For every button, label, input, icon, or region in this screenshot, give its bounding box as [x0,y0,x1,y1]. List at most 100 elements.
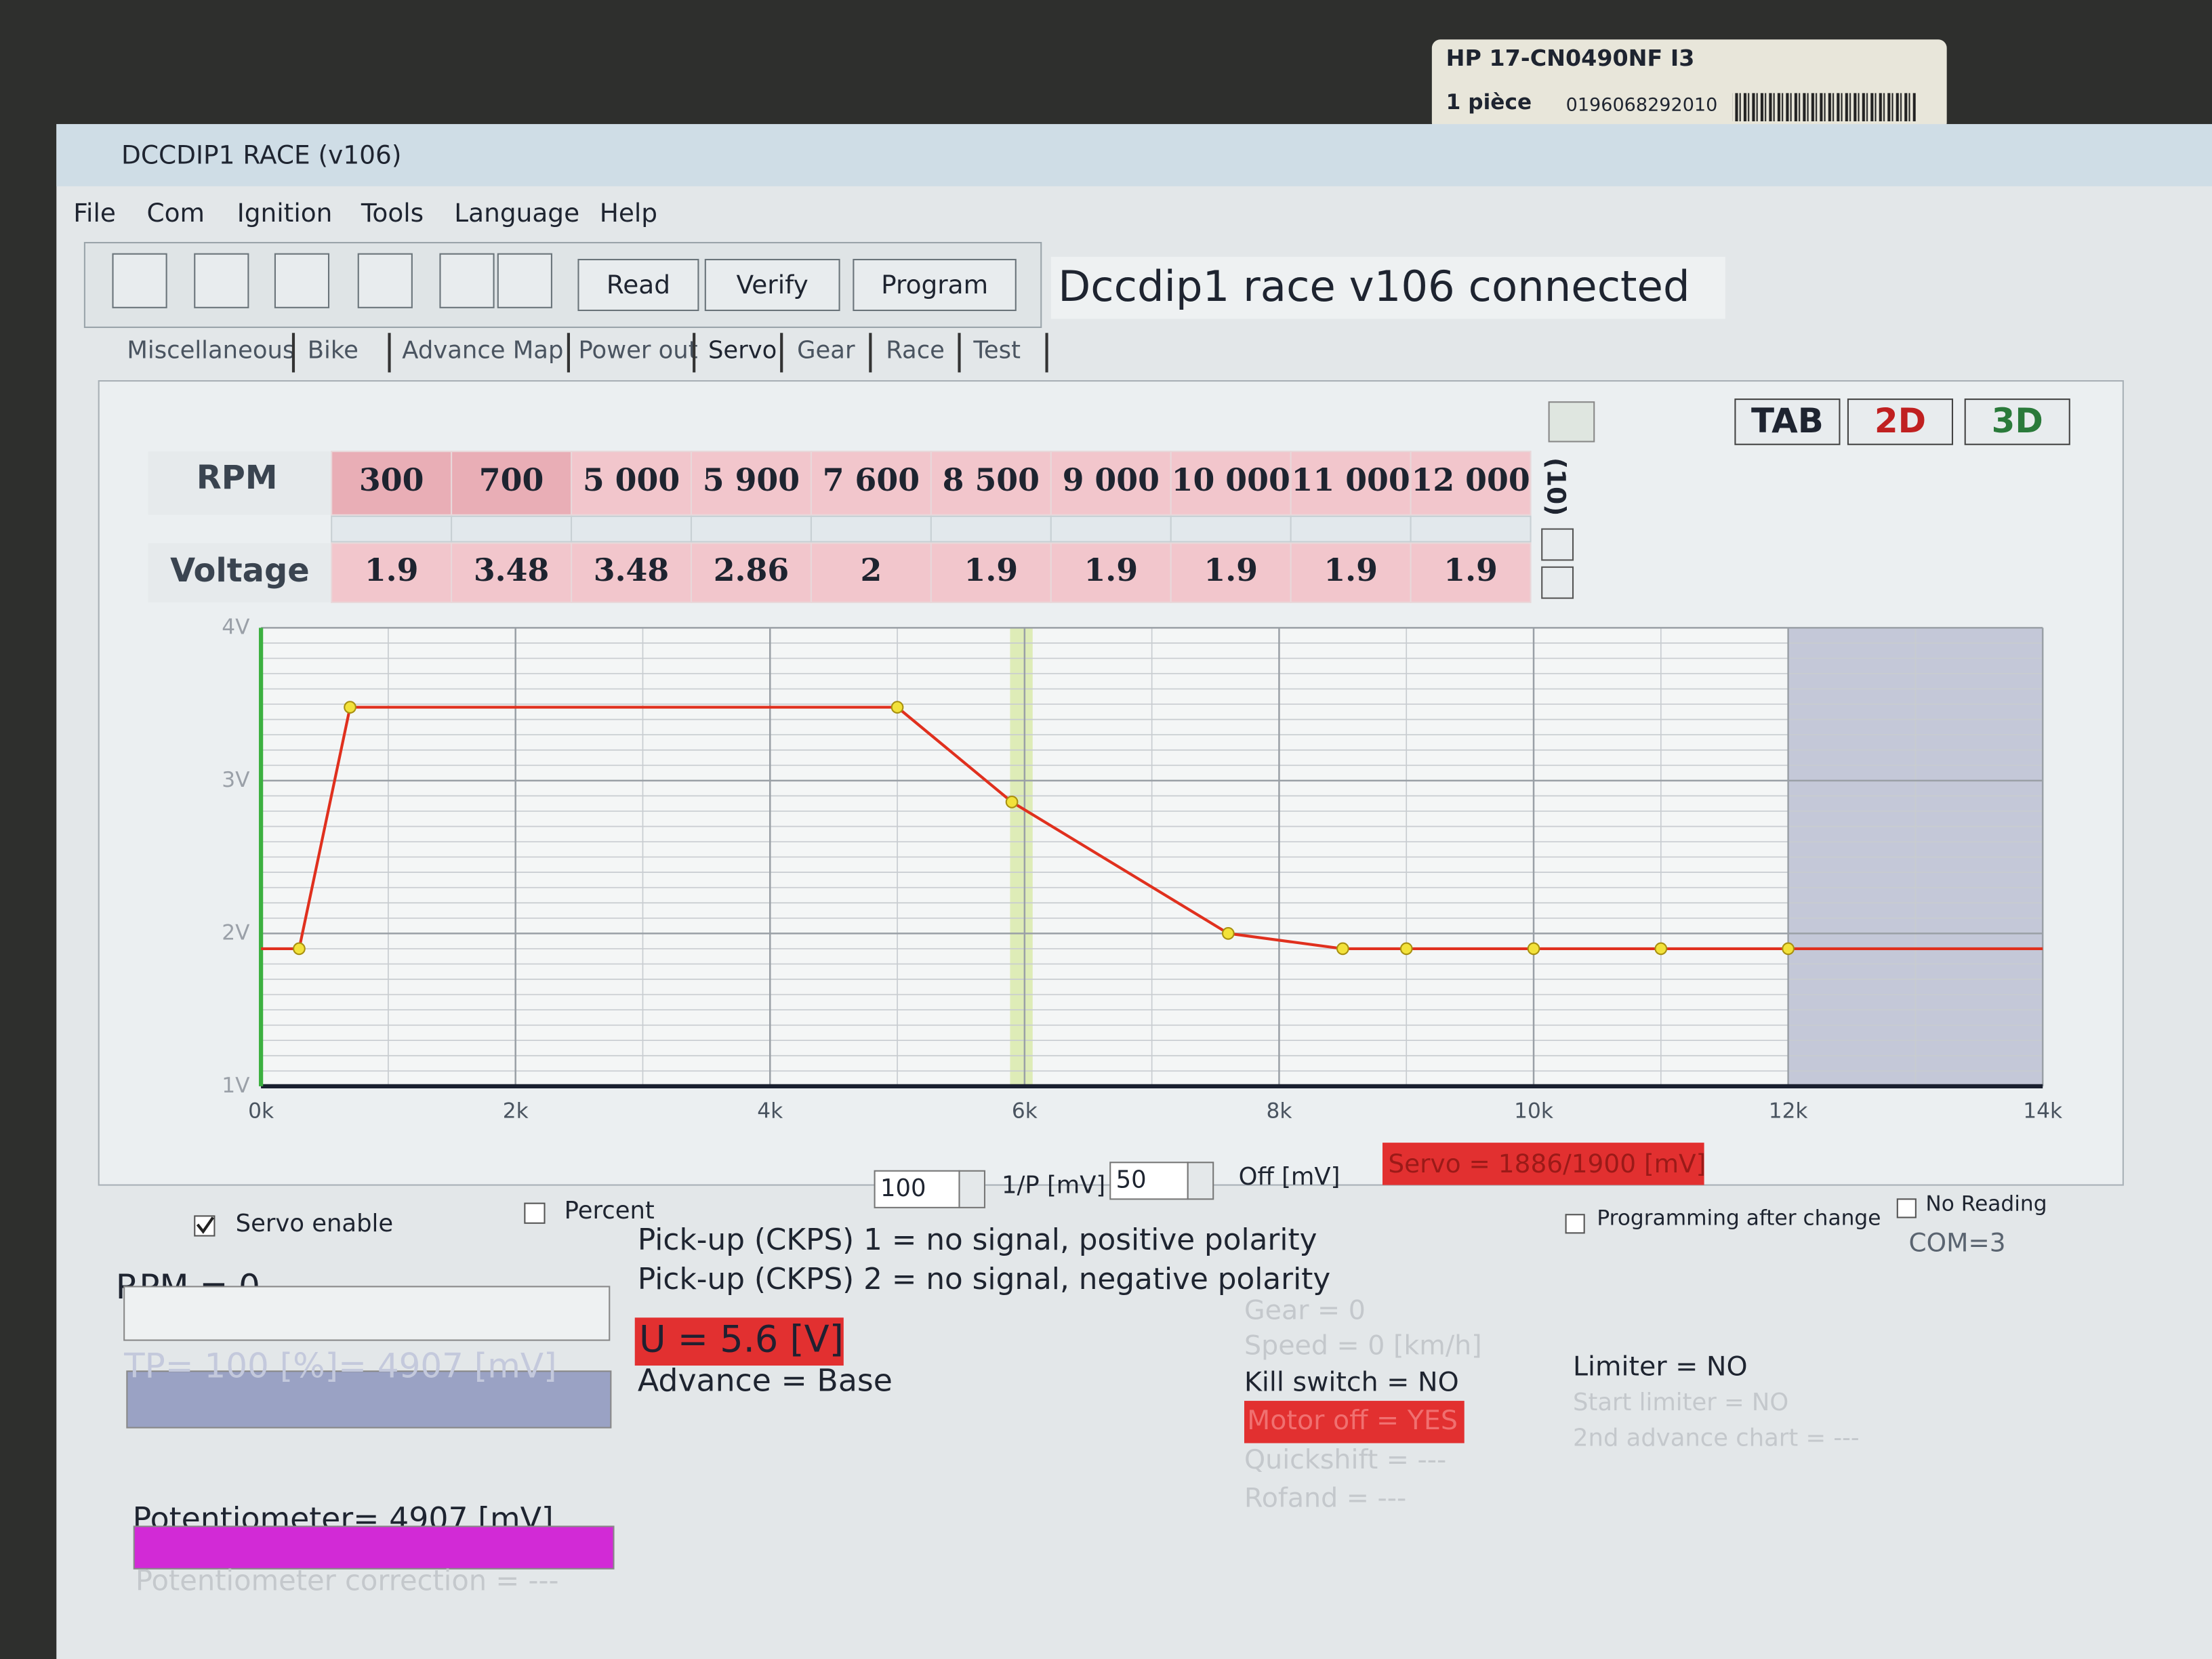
menu-item[interactable]: Language [454,198,579,228]
toolbar-button[interactable] [853,258,1017,311]
data-point[interactable] [293,942,306,956]
toolbar-button[interactable] [577,258,699,311]
tab[interactable]: Race [886,336,945,364]
view-buttons: TAB 2D 3D [1734,398,2070,445]
table-spacer-cell [571,515,693,543]
servo-highlight [1382,1143,1704,1185]
toolbar-icon[interactable] [112,253,167,308]
sticker-code: 0196068292010 [1566,95,1718,116]
menu-item[interactable]: Ignition [237,198,333,228]
title-bar [56,124,2212,186]
tab[interactable]: Test [972,336,1021,364]
rpm-cell: 5 000 [583,462,680,498]
voltage-readout: U = 5.6 [V] [639,1317,844,1360]
com-port: COM=3 [1908,1228,2005,1258]
x-tick-label: 6k [1012,1099,1038,1123]
offset-input[interactable] [1109,1162,1189,1200]
rpm-bar [123,1286,611,1341]
data-point[interactable] [1221,926,1235,940]
data-point[interactable] [1336,942,1349,956]
toolbar-button-label[interactable]: Program [881,270,988,300]
no-reading-label: No Reading [1925,1192,2047,1216]
menu-item[interactable]: Tools [361,198,424,228]
y-tick-label: 1V [222,1073,250,1098]
voltage-cell: 1.9 [1084,552,1138,588]
menu-item[interactable]: Com [146,198,205,228]
rpm-cell: 7 600 [823,462,920,498]
x-tick-label: 12k [1769,1099,1808,1123]
potentiometer-correction: Potentiometer correction = --- [136,1564,559,1597]
menu-item[interactable]: Help [600,198,657,228]
tab[interactable]: Bike [308,336,359,364]
toolbar-icon[interactable] [439,253,495,308]
data-point[interactable] [344,701,356,714]
view-button[interactable] [1847,398,1954,445]
view-button-label[interactable]: 2D [1875,401,1926,441]
gain-unit: 1/P [mV] [1002,1172,1105,1200]
view-button[interactable] [1964,398,2070,445]
toolbar-icon[interactable] [357,253,413,308]
menu-item[interactable]: File [73,198,116,228]
data-point[interactable] [890,701,904,714]
tab[interactable]: Servo [708,336,777,364]
barcode [1732,93,1916,122]
copy-button[interactable] [1548,401,1595,443]
y-tick-label: 2V [222,920,250,945]
data-point[interactable] [1399,942,1413,956]
data-point[interactable] [1782,942,1795,956]
table-side-label: (10) [1541,457,1571,516]
tab-bar: Miscellaneous Bike Advance Map Power out Ser… [127,333,1048,373]
plus-button[interactable] [1541,528,1574,561]
table-spacer-cell [1050,515,1172,543]
table-cell [1290,451,1412,516]
view-button[interactable] [1734,398,1841,445]
pickup-1: Pick-up (CKPS) 1 = no signal, positive p… [638,1223,1317,1257]
data-point[interactable] [1527,942,1540,956]
programming-checkbox[interactable] [1565,1214,1585,1234]
table-cell [810,542,932,603]
x-tick-label: 0k [248,1099,274,1123]
table-cell [451,451,573,516]
table-spacer-cell [930,515,1052,543]
offset-spinner[interactable] [1187,1162,1214,1200]
rpm-cell: 11 000 [1292,462,1410,498]
rpm-cell: 10 000 [1172,462,1290,498]
tab[interactable]: Gear [797,336,855,364]
rpm-cell: 300 [359,462,424,498]
tab[interactable]: Miscellaneous [127,336,295,364]
advance-readout: Advance = Base [638,1362,893,1399]
offset-unit: Off [mV] [1239,1163,1340,1191]
minus-button[interactable] [1541,566,1574,599]
tab[interactable]: Advance Map [402,336,563,364]
percent-checkbox[interactable] [524,1202,546,1224]
status-box [1050,256,1725,319]
toolbar-button-label[interactable]: Read [607,270,670,300]
table-spacer-cell [1410,515,1532,543]
no-reading-checkbox[interactable] [1896,1198,1917,1218]
motor-off-readout: Motor off = YES [1247,1405,1458,1436]
data-point[interactable] [1654,942,1668,956]
gain-input[interactable] [874,1170,960,1208]
speed-readout: Speed = 0 [km/h] [1244,1330,1482,1361]
pickup-2: Pick-up (CKPS) 2 = no signal, negative p… [638,1262,1330,1296]
tab[interactable]: Power out [578,336,697,364]
table-cell [451,542,573,603]
view-button-label[interactable]: 3D [1992,401,2043,441]
toolbar-button-label[interactable]: Verify [737,270,808,300]
data-point[interactable] [1005,796,1019,808]
table-cell [331,542,453,603]
data-line [298,705,1788,950]
toolbar-icon[interactable] [274,253,330,308]
gain-spinner[interactable] [958,1170,986,1208]
toolbar-button[interactable] [704,258,840,311]
toolbar-icon[interactable] [194,253,249,308]
table-cell [1050,542,1172,603]
x-tick-label: 14k [2023,1099,2062,1123]
rpm-cell: 700 [479,462,544,498]
view-button-label[interactable]: TAB [1751,401,1824,441]
toolbar-icon[interactable] [497,253,552,308]
voltage-cell: 1.9 [1204,552,1258,588]
second-advance-readout: 2nd advance chart = --- [1573,1424,1860,1452]
